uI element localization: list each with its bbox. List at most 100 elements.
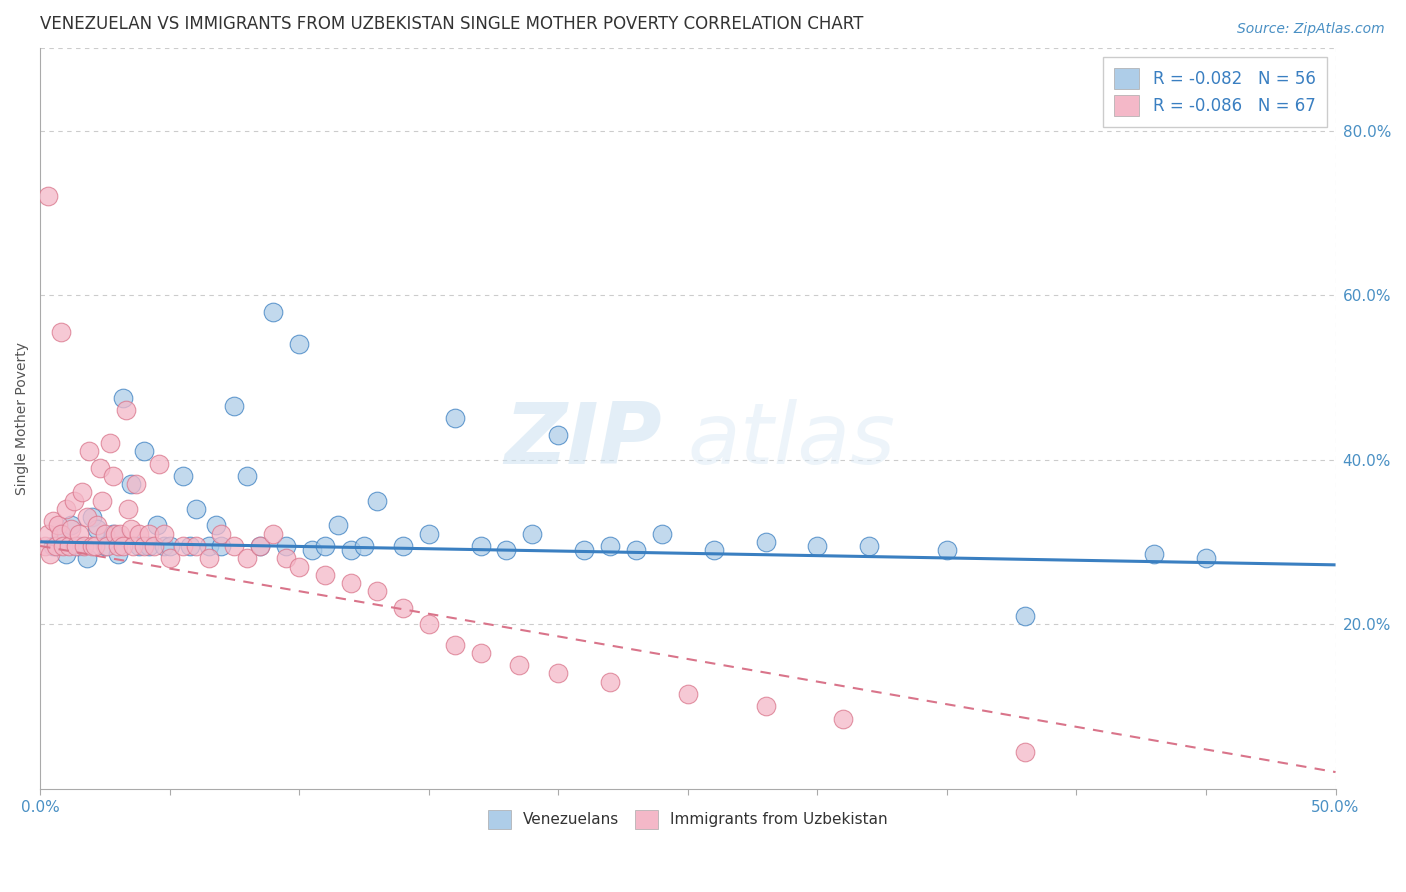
Point <box>37 189 59 203</box>
Point <box>111 539 134 553</box>
Point <box>159 539 181 553</box>
Point <box>249 539 271 553</box>
Point <box>86 518 108 533</box>
Point <box>599 674 621 689</box>
Point <box>184 539 207 553</box>
Point <box>832 712 855 726</box>
Point <box>624 543 647 558</box>
Point <box>89 460 111 475</box>
Point <box>37 526 59 541</box>
Point <box>236 469 259 483</box>
Point <box>49 526 72 541</box>
Point <box>122 539 145 553</box>
Point <box>153 539 176 553</box>
Point <box>1143 547 1166 561</box>
Text: VENEZUELAN VS IMMIGRANTS FROM UZBEKISTAN SINGLE MOTHER POVERTY CORRELATION CHART: VENEZUELAN VS IMMIGRANTS FROM UZBEKISTAN… <box>41 15 863 33</box>
Point <box>547 666 569 681</box>
Point <box>651 526 673 541</box>
Point <box>34 539 56 553</box>
Point <box>94 539 117 553</box>
Legend: Venezuelans, Immigrants from Uzbekistan: Venezuelans, Immigrants from Uzbekistan <box>481 803 896 837</box>
Point <box>46 518 69 533</box>
Point <box>128 526 150 541</box>
Point <box>67 526 90 541</box>
Point <box>132 444 155 458</box>
Point <box>262 304 284 318</box>
Point <box>101 469 124 483</box>
Point <box>98 436 121 450</box>
Point <box>470 539 492 553</box>
Point <box>145 518 167 533</box>
Point <box>159 551 181 566</box>
Point <box>314 539 336 553</box>
Point <box>120 477 142 491</box>
Point <box>114 403 136 417</box>
Point <box>392 539 415 553</box>
Point <box>326 518 349 533</box>
Point <box>65 539 87 553</box>
Point <box>80 510 103 524</box>
Point <box>205 518 228 533</box>
Point <box>42 514 65 528</box>
Point <box>236 551 259 566</box>
Point <box>1195 551 1218 566</box>
Point <box>288 337 311 351</box>
Point <box>73 539 96 553</box>
Point <box>45 539 67 553</box>
Point <box>418 617 440 632</box>
Point <box>70 485 93 500</box>
Point <box>547 428 569 442</box>
Point <box>392 600 415 615</box>
Point <box>574 543 596 558</box>
Point <box>443 411 465 425</box>
Point <box>249 539 271 553</box>
Point <box>197 551 219 566</box>
Point <box>676 687 699 701</box>
Point <box>125 477 148 491</box>
Point <box>107 547 129 561</box>
Text: ZIP: ZIP <box>505 400 662 483</box>
Point <box>1014 608 1036 623</box>
Point <box>179 539 201 553</box>
Point <box>86 523 108 537</box>
Point <box>55 547 77 561</box>
Point <box>101 526 124 541</box>
Point <box>806 539 828 553</box>
Point <box>443 638 465 652</box>
Point <box>522 526 544 541</box>
Point <box>276 551 298 566</box>
Point <box>76 510 98 524</box>
Point <box>60 518 83 533</box>
Point <box>340 543 363 558</box>
Point <box>49 325 72 339</box>
Point <box>111 391 134 405</box>
Point <box>935 543 957 558</box>
Text: Source: ZipAtlas.com: Source: ZipAtlas.com <box>1237 22 1385 37</box>
Point <box>754 699 776 714</box>
Point <box>703 543 725 558</box>
Point <box>117 502 139 516</box>
Point <box>366 584 388 599</box>
Point <box>262 526 284 541</box>
Point <box>197 539 219 553</box>
Point <box>79 444 101 458</box>
Point <box>60 523 83 537</box>
Point <box>508 658 530 673</box>
Point <box>276 539 298 553</box>
Point <box>858 539 880 553</box>
Point <box>366 493 388 508</box>
Point <box>138 526 160 541</box>
Point <box>55 502 77 516</box>
Point <box>340 576 363 591</box>
Point <box>211 539 233 553</box>
Point <box>143 539 166 553</box>
Point <box>314 567 336 582</box>
Y-axis label: Single Mother Poverty: Single Mother Poverty <box>15 342 30 495</box>
Point <box>301 543 323 558</box>
Point <box>599 539 621 553</box>
Point <box>76 551 98 566</box>
Point <box>495 543 517 558</box>
Point <box>83 539 105 553</box>
Text: atlas: atlas <box>688 400 896 483</box>
Point <box>91 493 114 508</box>
